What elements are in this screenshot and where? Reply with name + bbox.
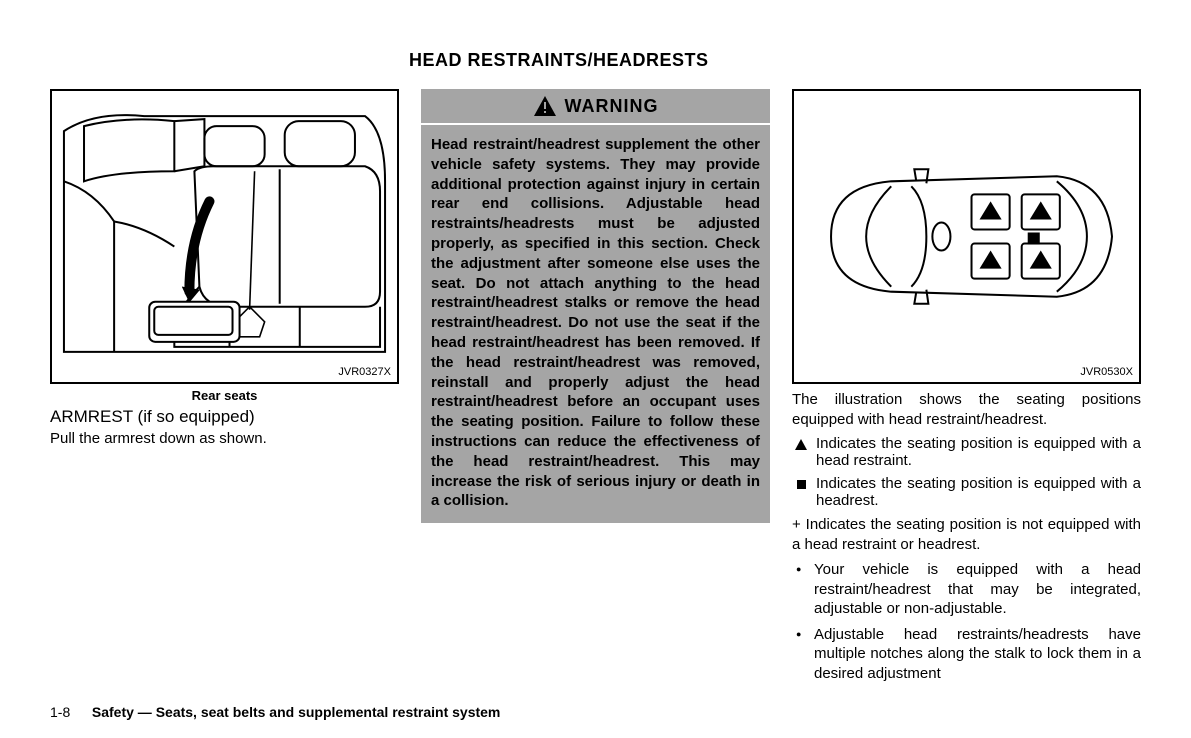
legend-triangle: Indicates the seating position is equipp… (792, 435, 1141, 469)
warning-label: WARNING (565, 96, 659, 117)
car-top-view-drawing (794, 91, 1139, 382)
manual-page: HEAD RESTRAINTS/HEADRESTS (0, 0, 1191, 738)
square-icon (792, 475, 810, 509)
column-left: JVR0327X Rear seats ARMREST (if so equip… (50, 89, 399, 689)
image-code-left: JVR0327X (338, 366, 391, 378)
warning-header: WARNING (421, 89, 770, 125)
page-footer: 1-8 Safety — Seats, seat belts and suppl… (50, 704, 500, 720)
columns: JVR0327X Rear seats ARMREST (if so equip… (50, 89, 1141, 689)
image-code-right: JVR0530X (1080, 366, 1133, 378)
armrest-text: Pull the armrest down as shown. (50, 429, 399, 449)
footer-text: Safety — Seats, seat belts and supplemen… (92, 704, 501, 720)
bullet-2: Adjustable head restraints/headrests hav… (792, 625, 1141, 684)
illustration-top-view: JVR0530X (792, 89, 1141, 384)
warning-triangle-icon (533, 95, 557, 117)
bullet-1: Your vehicle is equipped with a head res… (792, 560, 1141, 619)
legend-square-text: Indicates the seating position is equipp… (816, 475, 1141, 509)
legend-triangle-text: Indicates the seating position is equipp… (816, 435, 1141, 469)
warning-body: Head restraint/headrest supplement the o… (421, 125, 770, 523)
section-title: HEAD RESTRAINTS/HEADRESTS (50, 50, 1141, 71)
armrest-heading: ARMREST (if so equipped) (50, 407, 399, 427)
triangle-icon (792, 435, 810, 469)
caption-left: Rear seats (50, 388, 399, 403)
illustration-rear-seats: JVR0327X (50, 89, 399, 384)
rear-seat-drawing (52, 91, 397, 382)
page-number: 1-8 (50, 704, 88, 720)
legend-plus: + Indicates the seating position is not … (792, 515, 1141, 554)
bullet-list: Your vehicle is equipped with a head res… (792, 560, 1141, 683)
column-right: JVR0530X The illustration shows the seat… (792, 89, 1141, 689)
column-middle: WARNING Head restraint/headrest suppleme… (421, 89, 770, 689)
col3-intro: The illustration shows the seating posit… (792, 390, 1141, 429)
legend-square: Indicates the seating position is equipp… (792, 475, 1141, 509)
